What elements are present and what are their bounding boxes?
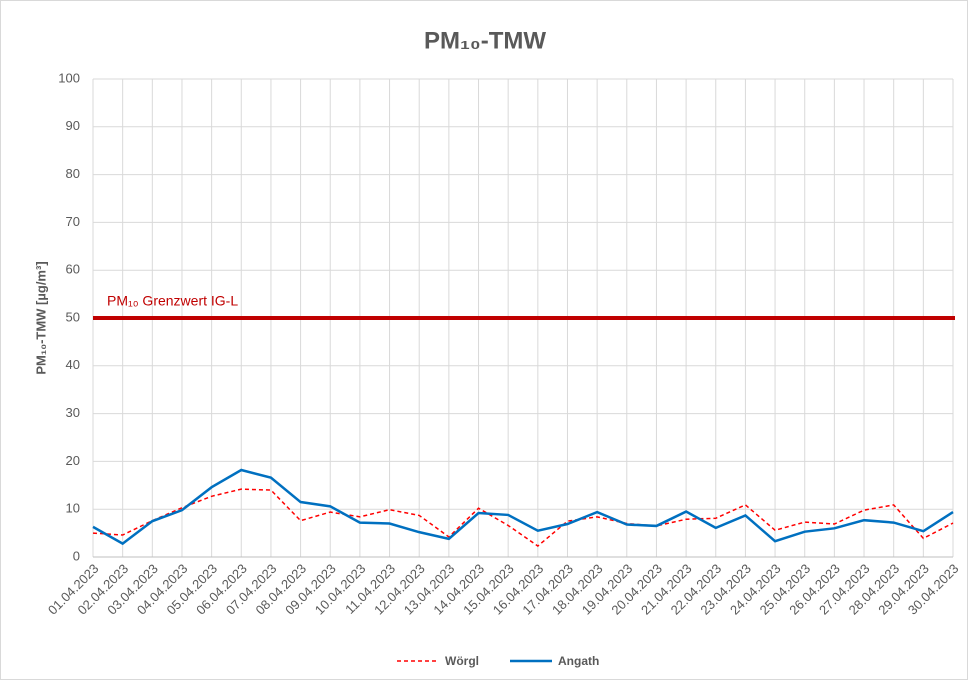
y-tick-label: 70 <box>66 214 80 229</box>
legend-label: Angath <box>558 654 599 668</box>
y-tick-label: 80 <box>66 166 80 181</box>
y-tick-label: 30 <box>66 405 80 420</box>
y-tick-label: 40 <box>66 357 80 372</box>
y-axis-label: PM₁₀-TMW [µg/m³] <box>33 261 48 374</box>
threshold-label: PM₁₀ Grenzwert IG-L <box>107 293 238 309</box>
y-tick-label: 10 <box>66 501 80 516</box>
y-tick-label: 50 <box>66 309 80 324</box>
series-line <box>92 468 954 546</box>
y-tick-label: 0 <box>73 548 80 563</box>
y-tick-label: 60 <box>66 262 80 277</box>
y-tick-label: 90 <box>66 118 80 133</box>
y-tick-label: 100 <box>58 70 80 85</box>
chart-title: PM₁₀-TMW <box>424 27 546 54</box>
legend-label: Wörgl <box>445 654 479 668</box>
y-tick-label: 20 <box>66 453 80 468</box>
